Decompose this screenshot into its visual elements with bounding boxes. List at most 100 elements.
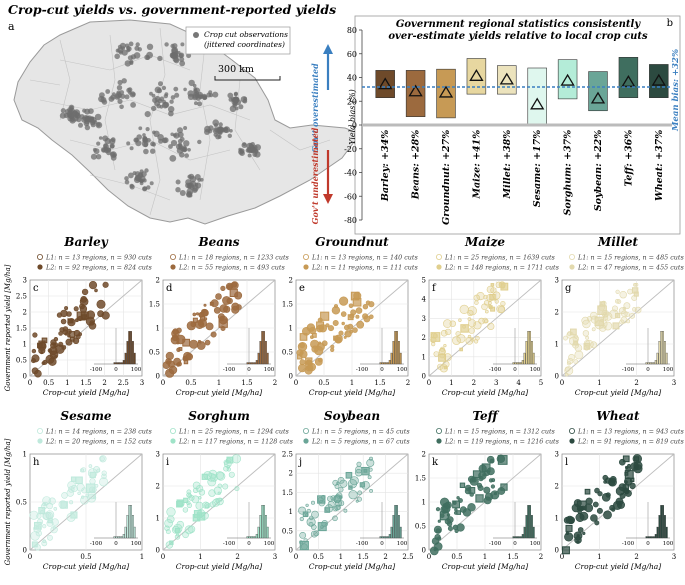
crop-cut-dot — [129, 184, 135, 190]
bias-box-groundnut — [436, 68, 456, 119]
region-square — [497, 455, 508, 465]
hist-bar — [645, 536, 648, 539]
region-point — [191, 495, 200, 504]
region-point — [452, 524, 459, 530]
region-point — [43, 512, 52, 521]
x-tick-label: 1 — [597, 553, 601, 561]
region-point — [430, 336, 437, 344]
x-tick-label: 2.5 — [402, 553, 413, 561]
region-point — [58, 341, 64, 347]
hist-bar — [113, 536, 116, 539]
region-point — [318, 324, 328, 333]
region-point — [439, 346, 445, 352]
hist-bar — [252, 536, 254, 539]
region-point — [474, 300, 479, 305]
hist-bar — [120, 362, 123, 365]
y-tick-label: 1.5 — [415, 475, 426, 483]
one-to-one-line — [29, 453, 143, 551]
legend-l2-icon — [37, 438, 43, 444]
crop-cut-dot — [229, 129, 233, 133]
x-tick-label: 4 — [516, 379, 521, 387]
bias-label-maize: Maize: +41% — [471, 130, 482, 200]
region-point — [305, 503, 309, 507]
hist-bar — [663, 515, 666, 539]
crop-cut-dot — [173, 133, 177, 138]
legend-l1-icon — [169, 427, 176, 434]
region-point — [299, 532, 307, 539]
region-point — [363, 315, 371, 323]
y-tick-label: 0 — [156, 547, 160, 555]
hist-bar — [379, 536, 382, 539]
hist-bar — [525, 341, 528, 365]
y-tick-label: 0.5 — [415, 523, 426, 531]
arrow-up-head-icon — [323, 44, 333, 54]
region-point — [332, 479, 339, 486]
region-point — [46, 502, 54, 510]
region-point — [431, 537, 440, 545]
region-point — [619, 319, 625, 325]
region-point — [487, 322, 495, 331]
crop-cut-dot — [124, 176, 129, 181]
crop-cut-dot — [194, 87, 200, 94]
hist-bar — [654, 534, 657, 539]
region-square — [209, 301, 214, 306]
hist-bar — [259, 341, 262, 365]
region-point — [195, 312, 200, 316]
bias-panel-label: b — [667, 18, 673, 29]
gov-over-label: Gov't overestimated — [310, 63, 320, 153]
region-point — [586, 316, 593, 322]
hist-bar — [383, 362, 386, 365]
region-point — [433, 351, 440, 357]
legend-l2-icon — [303, 264, 309, 270]
region-point — [459, 304, 469, 315]
region-point — [93, 496, 97, 500]
region-point — [582, 319, 591, 329]
figure-title: Crop-cut yields vs. government-reported … — [8, 2, 336, 17]
x-tick-label: 0 — [560, 553, 564, 561]
region-border — [149, 27, 166, 216]
region-point — [590, 341, 598, 349]
crop-cut-dot — [168, 106, 175, 113]
region-point — [497, 487, 506, 495]
crop-cut-dot — [116, 85, 123, 91]
region-point — [353, 291, 362, 300]
hist-bar — [128, 331, 131, 365]
legend-l2: L2: n = 47 regions, n = 455 cuts — [577, 264, 684, 272]
crop-cut-dot — [129, 146, 134, 151]
crop-cut-dot — [175, 179, 181, 185]
crop-cut-dot — [238, 149, 244, 155]
region-point — [88, 486, 96, 493]
legend-l2: L2: n = 117 regions, n = 1128 cuts — [178, 438, 294, 446]
region-square — [70, 476, 77, 482]
arrow-down-head-icon — [323, 194, 333, 204]
y-tick-label: 2 — [422, 451, 426, 459]
region-point — [318, 341, 322, 345]
region-point — [94, 288, 98, 293]
y-tick-label: 0 — [422, 547, 426, 555]
crop-cut-dot — [171, 46, 178, 54]
x-axis-label: Crop-cut yield [Mg/ha] — [176, 562, 262, 571]
hist-bar — [253, 536, 256, 539]
hist-tick-label: -100 — [356, 367, 369, 373]
region-point — [356, 461, 362, 467]
region-point — [317, 317, 323, 323]
legend-l1-icon — [37, 427, 44, 434]
crop-cut-dot — [112, 92, 116, 96]
region-point — [327, 495, 334, 502]
hist-bar — [266, 352, 269, 365]
region-point — [619, 291, 627, 299]
hist-bar — [530, 341, 533, 365]
hist-bar — [115, 362, 118, 365]
crop-cut-dot — [161, 101, 169, 109]
x-tick-label: 3 — [273, 553, 277, 561]
x-tick-label: 2 — [406, 379, 410, 387]
region-point — [34, 544, 41, 551]
crop-cut-dot — [128, 91, 132, 95]
region-point — [573, 334, 579, 339]
region-point — [456, 496, 460, 500]
region-point — [594, 520, 600, 526]
panel-letter: j — [298, 457, 302, 468]
crop-cut-dot — [139, 178, 144, 183]
x-tick-label: 0 — [161, 379, 165, 387]
region-square — [475, 494, 484, 503]
